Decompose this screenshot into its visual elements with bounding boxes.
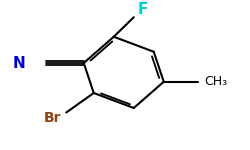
- Text: F: F: [137, 2, 148, 17]
- Text: CH₃: CH₃: [205, 75, 228, 88]
- Text: N: N: [12, 56, 25, 70]
- Text: Br: Br: [44, 111, 61, 126]
